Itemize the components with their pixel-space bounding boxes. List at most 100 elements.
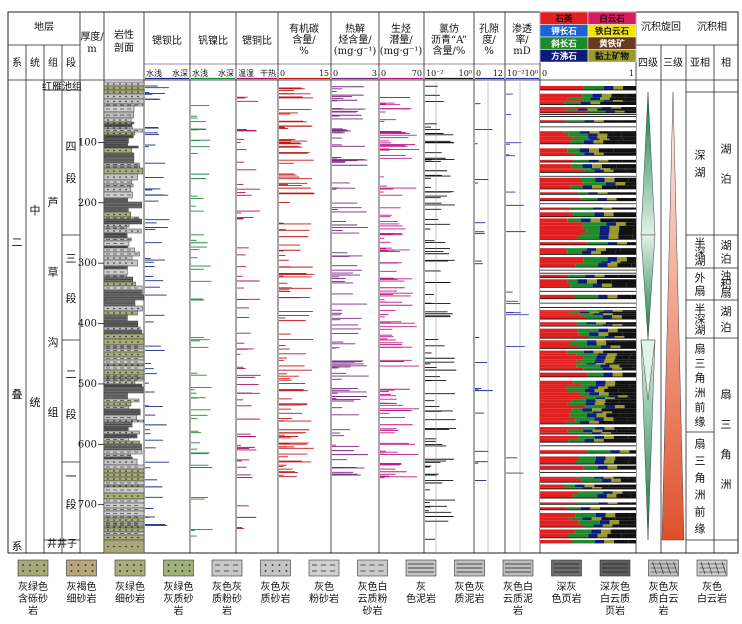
facies-label: 泊 bbox=[721, 173, 732, 186]
mineral-segment bbox=[601, 408, 616, 412]
mineral-segment bbox=[586, 110, 606, 113]
mineral-segment bbox=[603, 310, 613, 312]
mineral-segment bbox=[582, 164, 593, 169]
vertical-char: 芦 bbox=[48, 196, 59, 209]
mineral-segment bbox=[578, 168, 592, 170]
pattern-dot bbox=[113, 335, 115, 338]
pattern-dot bbox=[77, 564, 80, 566]
mineral-segment bbox=[612, 207, 627, 210]
mineral-segment bbox=[609, 520, 620, 525]
pattern-dot bbox=[113, 545, 115, 548]
mineral-segment bbox=[540, 136, 573, 139]
mineral-gap bbox=[540, 509, 636, 513]
pattern-dot bbox=[137, 83, 139, 85]
pattern-dot bbox=[125, 461, 127, 463]
mineral-segment bbox=[633, 229, 636, 233]
pattern-dot bbox=[119, 119, 121, 121]
mineral-segment bbox=[629, 456, 636, 461]
header-thickness-unit: m bbox=[87, 44, 97, 55]
pattern-dot bbox=[131, 170, 133, 172]
pattern-dot bbox=[125, 283, 127, 285]
mineral-segment bbox=[599, 225, 610, 230]
pattern-slash bbox=[673, 561, 678, 575]
pattern-dot bbox=[107, 176, 109, 178]
mineral-segment bbox=[593, 313, 604, 316]
pattern-dot bbox=[107, 91, 109, 93]
header-s1: 烃含量/ bbox=[338, 33, 372, 46]
mineral-segment bbox=[609, 229, 619, 233]
mineral-segment bbox=[570, 399, 587, 403]
facies-label: 泊 bbox=[721, 252, 732, 265]
pattern-dot bbox=[113, 341, 115, 343]
mineral-segment bbox=[589, 311, 600, 314]
header-bitumen: 氯仿 bbox=[439, 22, 459, 35]
subfacies-label: 半 bbox=[695, 301, 706, 315]
mineral-segment bbox=[540, 372, 588, 377]
mineral-segment bbox=[601, 185, 617, 189]
mineral-segment bbox=[584, 315, 603, 320]
mineral-segment bbox=[626, 524, 636, 528]
mineral-segment bbox=[595, 380, 606, 385]
mineral-segment bbox=[540, 380, 574, 385]
pattern-dot bbox=[119, 371, 121, 374]
mineral-segment bbox=[592, 164, 602, 169]
pattern-dot bbox=[113, 122, 115, 124]
pattern-dot bbox=[70, 564, 73, 566]
mineral-segment bbox=[540, 529, 575, 534]
mineral-segment bbox=[540, 218, 568, 223]
pattern-dot bbox=[119, 83, 121, 85]
mineral-segment bbox=[579, 392, 590, 396]
mineral-segment bbox=[601, 93, 612, 98]
pattern-dot bbox=[113, 307, 115, 310]
mineral-segment bbox=[603, 120, 619, 123]
header-sr-ba: 锶钡比 bbox=[152, 34, 182, 47]
subfacies-label: 扇 bbox=[695, 284, 706, 298]
pattern-dot bbox=[285, 564, 288, 566]
mineral-segment bbox=[578, 345, 601, 349]
mineral-segment bbox=[605, 355, 616, 360]
header-s1: (mg·g⁻¹) bbox=[334, 46, 377, 57]
mineral-segment bbox=[540, 310, 587, 312]
pattern-dot bbox=[119, 526, 121, 528]
mineral-segment bbox=[614, 218, 636, 223]
mineral-segment bbox=[613, 361, 628, 364]
mineral-segment bbox=[613, 212, 628, 217]
lithology-bed bbox=[103, 305, 143, 312]
mineral-segment bbox=[540, 279, 568, 284]
mineral-segment bbox=[540, 456, 579, 461]
pattern-dot bbox=[137, 307, 139, 310]
mineral-segment bbox=[540, 138, 581, 141]
mineral-segment bbox=[601, 517, 616, 521]
lithology-bed bbox=[103, 430, 140, 435]
mineral-segment bbox=[598, 502, 608, 505]
pattern-dot bbox=[113, 441, 115, 444]
pattern-dot bbox=[107, 327, 109, 330]
mineral-segment bbox=[583, 86, 604, 90]
pattern-dot bbox=[119, 127, 121, 129]
mineral-segment bbox=[593, 524, 603, 528]
mineral-segment bbox=[591, 529, 602, 534]
mineral-segment bbox=[605, 384, 615, 387]
pattern-dot bbox=[174, 570, 177, 572]
pattern-dot bbox=[125, 545, 127, 548]
pattern-dot bbox=[131, 132, 133, 135]
mineral-segment bbox=[540, 524, 583, 528]
mineral-segment bbox=[629, 380, 636, 385]
pattern-dot bbox=[107, 257, 109, 259]
header-cycle: 沉积旋回 bbox=[641, 20, 681, 33]
mineral-segment bbox=[617, 242, 627, 245]
mineral-gap bbox=[540, 424, 636, 428]
vertical-char: 中 bbox=[30, 204, 41, 217]
mineral-segment bbox=[540, 363, 576, 365]
pattern-dot bbox=[119, 381, 121, 384]
mineral-segment bbox=[629, 450, 636, 454]
mineral-segment bbox=[590, 101, 601, 105]
mineral-segment bbox=[616, 493, 631, 499]
mineral-segment bbox=[577, 235, 600, 240]
pattern-dot bbox=[107, 188, 109, 191]
pattern-dot bbox=[119, 474, 121, 476]
mineral-segment bbox=[580, 198, 598, 201]
